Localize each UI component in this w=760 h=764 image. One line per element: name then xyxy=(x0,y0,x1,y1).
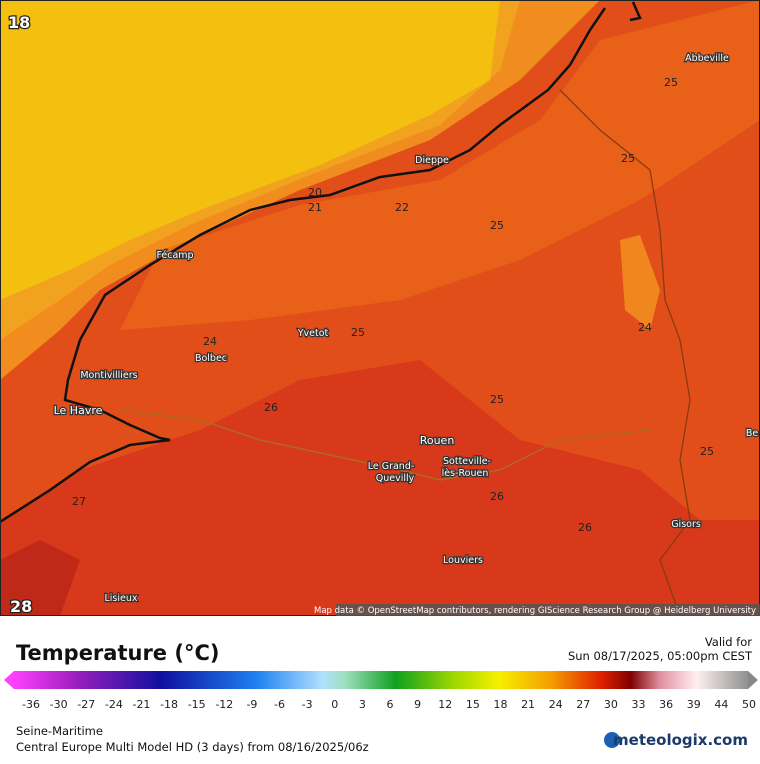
brand-logo xyxy=(604,732,620,748)
cool-patch xyxy=(620,235,660,330)
city-label: Louviers xyxy=(443,555,483,566)
colorbar-arrow xyxy=(748,671,758,689)
city-label: Montivilliers xyxy=(80,370,137,381)
warm-band xyxy=(120,0,760,330)
city-label: Bolbec xyxy=(195,353,227,364)
contour-label: 25 xyxy=(490,393,504,406)
city-label: Quevilly xyxy=(376,473,415,484)
tick-label: -9 xyxy=(246,698,257,711)
tick-label: 27 xyxy=(576,698,590,711)
tick-label: 50 xyxy=(742,698,756,711)
legend: Temperature (°C) Valid for Sun 08/17/202… xyxy=(4,635,758,711)
city-label: Sotteville- xyxy=(443,456,491,467)
contour-label: 26 xyxy=(264,401,278,414)
map: 18 28 Abbeville Dieppe Fécamp Yvetot Bol… xyxy=(0,0,760,617)
contour-label: 25 xyxy=(700,445,714,458)
tick-label: 21 xyxy=(521,698,535,711)
city-label: Abbeville xyxy=(685,53,729,64)
tick-label: -24 xyxy=(105,698,123,711)
tick-label: 36 xyxy=(659,698,673,711)
tick-label: 9 xyxy=(414,698,421,711)
region: Seine-Maritime xyxy=(16,724,103,738)
tick-label: 44 xyxy=(714,698,728,711)
tick-label: -30 xyxy=(50,698,68,711)
tick-label: 30 xyxy=(604,698,618,711)
coastline xyxy=(0,1,642,524)
contour-label: 27 xyxy=(72,495,86,508)
colorbar xyxy=(14,671,748,689)
sea xyxy=(0,0,500,300)
contour-label: 22 xyxy=(395,201,409,214)
attribution: Map data © OpenStreetMap contributors, r… xyxy=(314,606,756,616)
legend-title: Temperature (°C) xyxy=(16,641,219,665)
footer: Seine-Maritime Central Europe Multi Mode… xyxy=(16,724,748,754)
corner-label: 18 xyxy=(8,13,30,32)
tick-label: -6 xyxy=(274,698,285,711)
tick-label: 3 xyxy=(359,698,366,711)
valid-time: Sun 08/17/2025, 05:00pm CEST xyxy=(568,649,753,663)
tick-label: 6 xyxy=(387,698,394,711)
contour-label: 24 xyxy=(638,321,652,334)
city-label: Le Grand- xyxy=(368,461,415,472)
contour-label: 24 xyxy=(203,335,217,348)
hot-zone xyxy=(0,360,760,616)
contour-label: 25 xyxy=(664,76,678,89)
tick-label: -21 xyxy=(132,698,150,711)
city-label: Dieppe xyxy=(415,155,449,166)
tick-label: 15 xyxy=(466,698,480,711)
contour-label: 26 xyxy=(578,521,592,534)
contour-label: 20 xyxy=(308,186,322,199)
contour-label: 25 xyxy=(621,152,635,165)
tick-label: 24 xyxy=(549,698,563,711)
tick-label: 0 xyxy=(331,698,338,711)
tick-label: -3 xyxy=(302,698,313,711)
contour-label: 25 xyxy=(351,326,365,339)
tick-label: -12 xyxy=(215,698,233,711)
city-label: Rouen xyxy=(420,434,455,447)
tick-label: 12 xyxy=(438,698,452,711)
tick-label: -27 xyxy=(77,698,95,711)
attribution-box xyxy=(336,604,760,616)
tick-label: 33 xyxy=(632,698,646,711)
city-label: Lisieux xyxy=(104,593,137,604)
city-label: Le Havre xyxy=(54,404,103,417)
colorbar-arrow xyxy=(4,671,14,689)
tick-label: -18 xyxy=(160,698,178,711)
city-label: Fécamp xyxy=(156,250,193,261)
city-label: Gisors xyxy=(671,519,701,530)
tick-label: -15 xyxy=(188,698,206,711)
city-label: Be xyxy=(746,428,759,439)
contour-label: 26 xyxy=(490,490,504,503)
city-label: lès-Rouen xyxy=(442,468,489,479)
river xyxy=(119,409,651,481)
tick-label: -36 xyxy=(22,698,40,711)
border xyxy=(559,89,691,617)
brand[interactable]: meteologix.com xyxy=(613,731,748,749)
colorbar-ticks: -36 -30 -27 -24 -21 -18 -15 -12 -9 -6 -3 0 3 6 9 12 15 18… xyxy=(22,698,756,711)
tick-label: 18 xyxy=(493,698,507,711)
contour-label: 25 xyxy=(490,219,504,232)
valid-label: Valid for xyxy=(705,635,752,649)
corner-label: 28 xyxy=(10,597,32,616)
city-label: Yvetot xyxy=(297,328,329,339)
hottest-zone xyxy=(0,540,80,616)
contour-label: 21 xyxy=(308,201,322,214)
model-info: Central Europe Multi Model HD (3 days) f… xyxy=(16,740,369,754)
tick-label: 39 xyxy=(687,698,701,711)
